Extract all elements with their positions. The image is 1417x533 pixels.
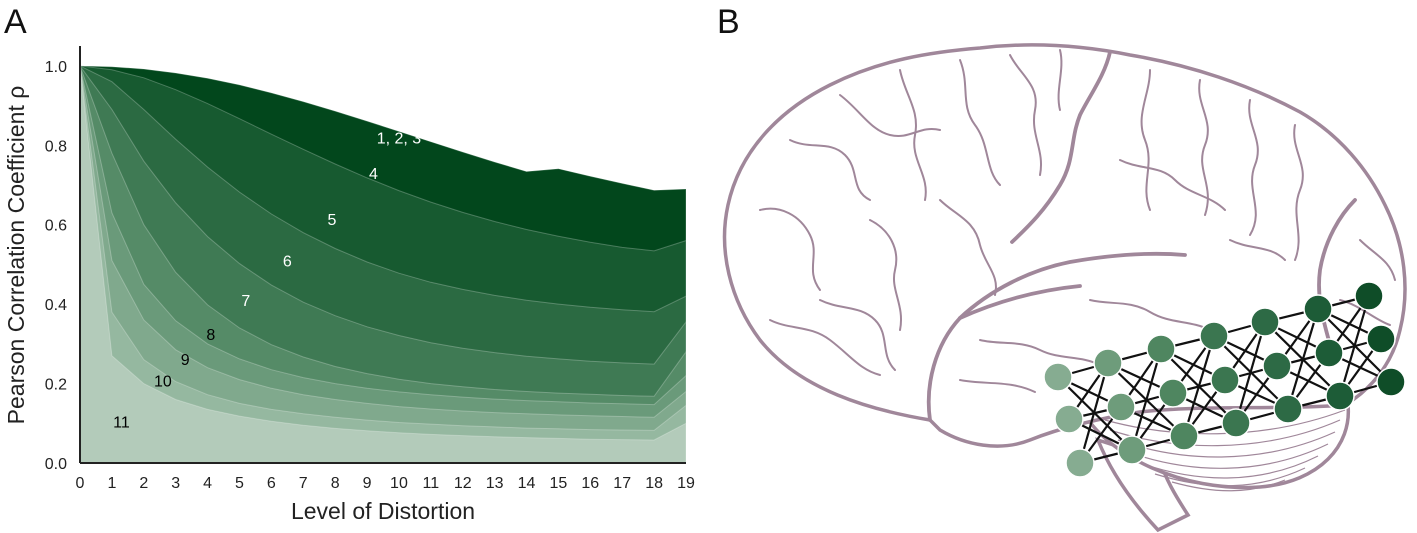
network-node: [1250, 307, 1280, 337]
network-node: [1221, 408, 1251, 438]
y-tick-label: 0.2: [45, 377, 67, 394]
neural-network: [1043, 281, 1406, 478]
x-tick-label: 1: [107, 475, 116, 492]
curve-label-1: 1, 2, 3: [377, 130, 422, 147]
network-node: [1262, 351, 1292, 381]
x-tick-label: 16: [581, 475, 599, 492]
network-node: [1303, 294, 1333, 324]
parieto-occipital-fold: [1317, 198, 1357, 347]
x-tick-label: 19: [677, 475, 695, 492]
lateral-sulcus: [926, 251, 1187, 422]
x-tick-label: 14: [518, 475, 536, 492]
x-tick-label: 17: [613, 475, 631, 492]
network-node: [1325, 381, 1355, 411]
x-tick-label: 15: [550, 475, 568, 492]
x-tick-label: 10: [390, 475, 408, 492]
x-tick-label: 6: [267, 475, 276, 492]
panel-a-label: A: [4, 3, 27, 41]
y-tick-label: 1.0: [45, 59, 67, 76]
network-node: [1117, 435, 1147, 465]
curve-label-5: 7: [241, 293, 250, 310]
y-tick-label: 0.0: [45, 456, 67, 473]
x-tick-label: 8: [331, 475, 340, 492]
curve-labels: 1, 2, 3 4 5 6 7 89 10 11: [113, 130, 421, 431]
network-node: [1043, 362, 1073, 392]
network-node: [1093, 348, 1123, 378]
y-tick-label: 0.4: [45, 297, 67, 314]
network-edge: [1286, 308, 1320, 410]
x-tick-label: 9: [363, 475, 372, 492]
x-tick-label: 7: [299, 475, 308, 492]
panel-b-label: B: [717, 3, 740, 41]
y-tick-label: 0.8: [45, 138, 67, 155]
curve-label-9: 11: [113, 414, 130, 431]
curve-label-3: 5: [328, 212, 337, 229]
network-node: [1376, 367, 1406, 397]
network-node: [1146, 334, 1176, 364]
y-tick-labels: 0.0 0.2 0.4 0.6 0.8 1.0: [45, 59, 67, 473]
network-edge: [1130, 348, 1163, 451]
network-node: [1054, 404, 1084, 434]
central-sulcus: [1010, 50, 1112, 244]
gyri-folds: [759, 49, 1396, 393]
x-tick-label: 4: [203, 475, 212, 492]
x-tick-label: 13: [486, 475, 504, 492]
network-node: [1354, 281, 1384, 311]
network-node: [1366, 324, 1396, 354]
network-edge: [1338, 295, 1371, 397]
curve-label-2: 4: [369, 166, 378, 183]
x-tick-label: 0: [76, 475, 85, 492]
network-nodes: [1043, 281, 1406, 478]
network-edge: [1078, 362, 1110, 464]
curve-label-6: 8: [206, 327, 215, 344]
x-tick-labels: 0 1 2 3 4 5 6 7 8 9 10 11 12 13 14 15 16 17 18 19: [76, 475, 695, 492]
brain-illustration: [722, 43, 1407, 533]
x-tick-label: 11: [423, 475, 440, 492]
area-series-6: [79, 65, 687, 464]
x-tick-label: 2: [139, 475, 148, 492]
x-tick-label: 12: [454, 475, 472, 492]
area-series-9: [79, 65, 687, 464]
area-layers: [79, 64, 687, 464]
temporal-upper-fold: [958, 284, 1082, 320]
network-node: [1314, 338, 1344, 368]
network-node: [1169, 421, 1199, 451]
x-axis-title: Level of Distortion: [291, 498, 475, 524]
network-edge: [1234, 321, 1267, 424]
x-tick-label: 18: [645, 475, 663, 492]
network-node: [1106, 392, 1136, 422]
network-node: [1065, 448, 1095, 478]
chart-panel-a: 0 1 2 3 4 5 6 7 8 9 10 11 12 13 14 15 16 17 18 19 0.00.20.4…: [3, 46, 695, 524]
curve-label-4: 6: [283, 253, 292, 270]
x-tick-label: 5: [235, 475, 244, 492]
x-tick-label: 3: [171, 475, 180, 492]
curve-label-8: 10: [154, 373, 172, 390]
network-node: [1210, 365, 1240, 395]
y-axis-title: Pearson Correlation Coefficient ρ: [3, 86, 29, 425]
y-tick-label: 0.6: [45, 218, 67, 235]
network-node: [1199, 321, 1229, 351]
chart-axes: [79, 46, 686, 464]
network-node: [1158, 378, 1188, 408]
network-edge: [1182, 335, 1216, 437]
network-node: [1273, 394, 1303, 424]
curve-label-7: 9: [181, 352, 190, 369]
